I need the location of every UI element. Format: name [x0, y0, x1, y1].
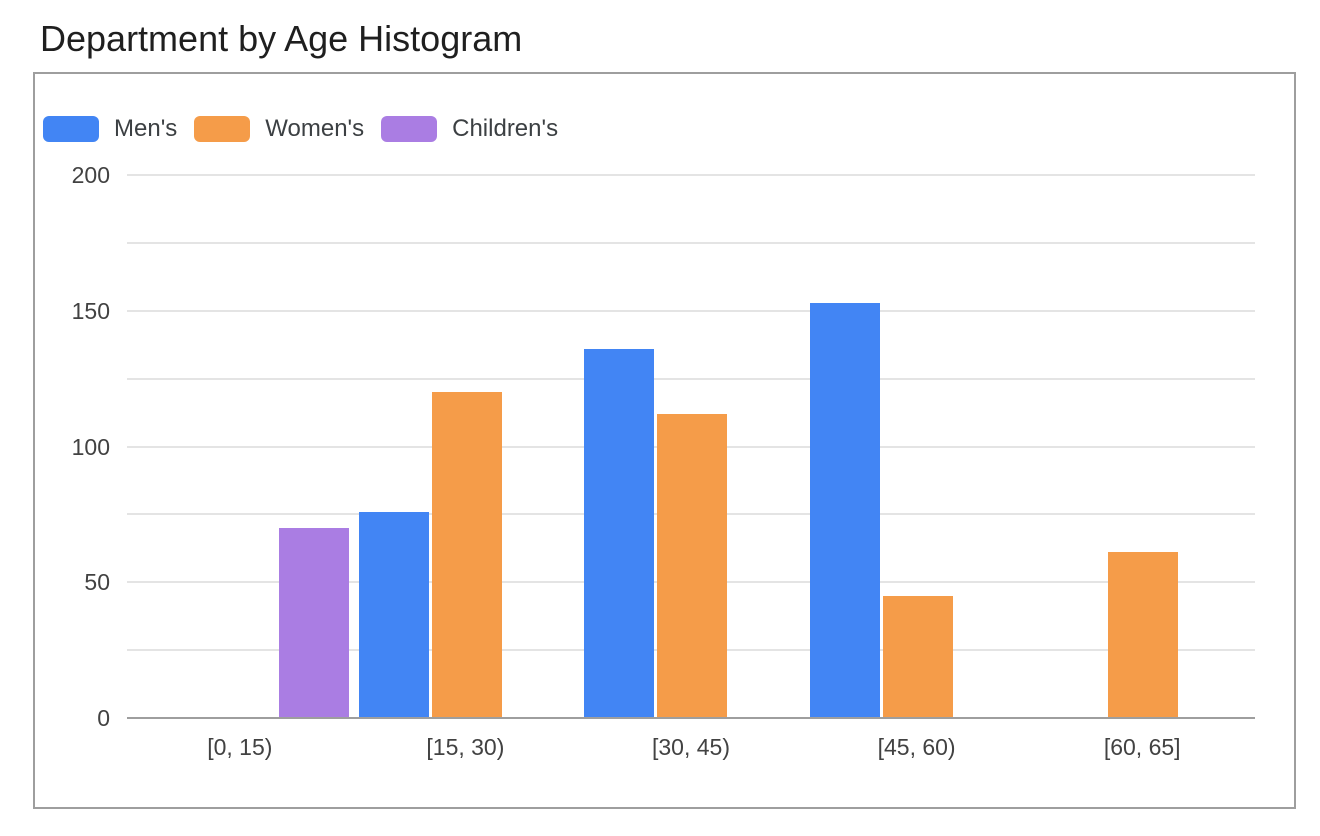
legend-item-mens[interactable]: Men's: [43, 115, 177, 143]
x-tick-label-45-60: [45, 60): [877, 734, 956, 760]
legend-item-childrens[interactable]: Children's: [381, 115, 558, 143]
legend: Men's Women's Children's: [43, 115, 558, 143]
bar-men-s-30-45[interactable]: [584, 348, 655, 718]
y-tick-label-200: 200: [71, 162, 110, 188]
y-tick-label-0: 0: [97, 705, 110, 731]
mens-series-swatch-icon: [43, 116, 99, 142]
bar-women-s-30-45[interactable]: [657, 413, 728, 718]
y-tick-label-50: 50: [84, 569, 110, 596]
gridline-y-150: [127, 309, 1255, 312]
gridline-y-175: [127, 241, 1255, 244]
legend-label-womens: Women's: [265, 115, 365, 142]
y-tick-label-100: 100: [71, 433, 110, 460]
chart-title: Department by Age Histogram: [40, 18, 523, 59]
childrens-series-swatch-icon: [381, 116, 438, 142]
bar-men-s-45-60[interactable]: [809, 302, 880, 718]
gridline-y-200: [127, 174, 1255, 176]
bar-women-s-15-30[interactable]: [431, 392, 502, 718]
bar-women-s-45-60[interactable]: [882, 595, 953, 718]
legend-label-mens: Men's: [114, 115, 178, 142]
y-tick-label-150: 150: [71, 297, 110, 324]
legend-label-childrens: Children's: [452, 115, 559, 142]
plot-area: 0 50 100 150 200 [0, 15) [15, 30) [30, 45) [45, …: [35, 74, 1294, 807]
womens-series-swatch-icon: [194, 116, 251, 142]
x-tick-label-0-15: [0, 15): [207, 734, 273, 760]
legend-item-womens[interactable]: Women's: [194, 115, 364, 143]
bar-children-s-0-15[interactable]: [279, 527, 349, 718]
bar-women-s-60-65[interactable]: [1108, 552, 1179, 718]
x-axis-baseline: [127, 717, 1255, 719]
x-tick-label-60-65: [60, 65]: [1103, 734, 1181, 760]
bar-men-s-15-30[interactable]: [358, 511, 429, 718]
gridline-y-125: [127, 377, 1255, 380]
x-tick-label-15-30: [15, 30): [426, 734, 505, 760]
chart-container: Men's Women's Children's 0 50 100 150 200 [0,…: [33, 72, 1296, 809]
x-tick-label-30-45: [30, 45): [652, 734, 730, 760]
